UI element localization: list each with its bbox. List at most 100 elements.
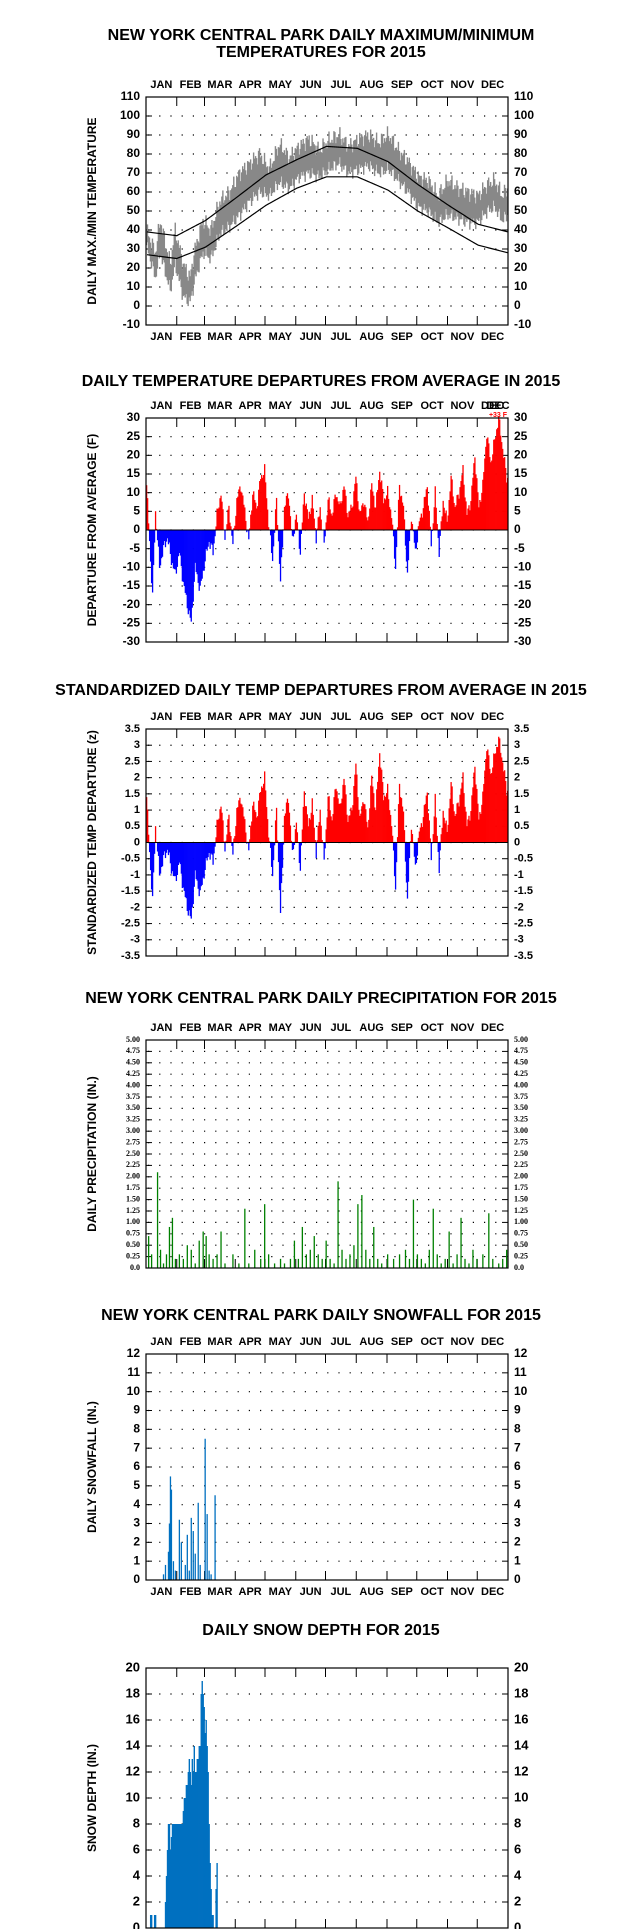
chart4-value-bar [264,1204,266,1268]
chart3-departure-bar [347,822,349,843]
chart4-month-label-top: DEC [481,1022,504,1034]
chart2-departure-bar [467,508,469,530]
chart3-departure-bar [148,842,151,853]
chart2-month-label-top: DEC [481,400,504,412]
chart2-departure-bar [278,530,281,564]
chart2-departure-bar [462,465,464,530]
chart5-ytick-left: 6 [133,1459,140,1473]
chart4-value-bar [456,1254,458,1268]
chart2-ytick-right: -25 [514,616,532,630]
chart5-ytick-left: 5 [133,1478,140,1492]
chart2-ytick-right: 30 [514,410,528,424]
chart3-departure-bar [339,803,341,843]
chart2-month-label-top: JUN [300,400,322,412]
chart3-departure-bar [381,769,383,843]
chart3-departure-bar [340,803,342,843]
chart2-departure-bar [242,495,244,530]
chart4-ytick-right: 3.50 [514,1103,528,1112]
chart3-departure-bar [200,842,202,887]
chart2-ytick-left: 25 [127,429,141,443]
chart2-departure-bar [497,427,499,530]
chart5-month-label-top: AUG [359,1336,383,1348]
chart3-month-label-top: JUL [330,711,351,723]
chart2-departure-bar [265,482,267,530]
chart3-departure-bar [290,840,293,843]
chart2-departure-bar [370,489,372,530]
chart5-month-label-bottom: SEP [391,1586,413,1598]
chart3-departure-bar [358,809,360,843]
chart3-departure-bar [432,834,434,843]
chart3-departure-bar [482,791,484,843]
chart4-ytick-right: 1.25 [514,1206,528,1215]
chart4-ytick-right: 2.00 [514,1172,528,1181]
chart6-value-bar [192,1772,195,1928]
chart5-month-label-bottom: DEC [481,1586,504,1598]
chart3-departure-bar [356,774,358,843]
chart6-value-bar [166,1850,169,1928]
chart4-value-bar [424,1263,426,1268]
chart2-departure-bar [424,496,426,530]
chart5-value-bar [169,1476,172,1580]
chart3-departure-bar [264,771,266,843]
chart6-ytick-left: 10 [126,1789,140,1804]
chart5-month-label-bottom: FEB [180,1586,202,1598]
chart1-subtitle: TEMPERATURES FOR 2015 [216,44,426,61]
chart3-departure-bar [424,803,426,843]
chart5-month-label-top: JUL [330,1336,351,1348]
chart2-departure-bar [324,530,326,537]
chart3-departure-bar [316,840,318,843]
chart2-departure-bar [501,442,503,530]
chart3-departure-bar [154,826,157,843]
chart2-departure-bar [158,530,161,568]
chart2-departure-bar [218,507,220,530]
chart3-departure-bar [229,832,231,843]
chart3-departure-bar [417,837,420,843]
chart3-departure-bar [298,842,301,863]
chart3-departure-bar [227,819,229,843]
chart4-value-bar [317,1254,319,1268]
chart4-value-bar [498,1263,500,1268]
chart2-departure-bar [224,530,226,540]
chart3-ytick-right: 1 [514,804,520,816]
chart3-departure-bar [485,758,487,843]
chart2-departure-bar [416,530,419,543]
chart3-ytick-left: -2.5 [121,917,140,929]
chart3-departure-bar [402,811,405,843]
chart3-departure-bar [197,842,199,889]
chart2-departure-bar [259,481,261,530]
chart4-value-bar [464,1258,466,1268]
chart2-departure-bar [359,511,361,530]
chart2-departure-bar [418,521,421,530]
chart2-departure-bar [314,528,316,530]
chart3-departure-bar [275,807,278,843]
chart2-departure-bar [332,512,334,530]
chart2-departure-bar [311,494,313,530]
chart2-departure-bar [398,484,401,530]
chart6-value-bar [184,1798,187,1928]
chart2-departure-bar [306,509,308,530]
chart3-departure-bar [233,838,235,843]
chart3-departure-bar [355,763,357,843]
chart1-ytick-left: 60 [127,184,141,198]
chart4-value-bar [273,1263,276,1268]
chart2-departure-bar [488,443,490,530]
chart3-departure-bar [236,807,238,843]
chart2-departure-bar [163,530,166,542]
chart5-ytick-left: 1 [133,1553,140,1567]
chart6-value-bar [195,1772,197,1928]
chart3-ytick-left: 0.5 [125,820,140,832]
chart4-value-bar [202,1231,204,1268]
chart4-value-bar [168,1226,171,1268]
chart5-month-label-top: JUN [300,1336,322,1348]
chart2-ytick-left: -20 [123,597,141,611]
chart2-departure-bar [280,530,283,558]
chart3-departure-bar [366,821,368,843]
chart3-departure-bar [353,785,355,843]
chart2-departure-bar [454,507,456,530]
chart6-ytick-left: 6 [133,1841,140,1856]
chart2-departure-bar [438,530,440,557]
chart4-ytick-right: 0.25 [514,1251,528,1260]
chart4-value-bar [349,1254,351,1268]
chart2-departure-bar [447,515,449,530]
chart3-ytick-left: 2 [134,772,140,784]
